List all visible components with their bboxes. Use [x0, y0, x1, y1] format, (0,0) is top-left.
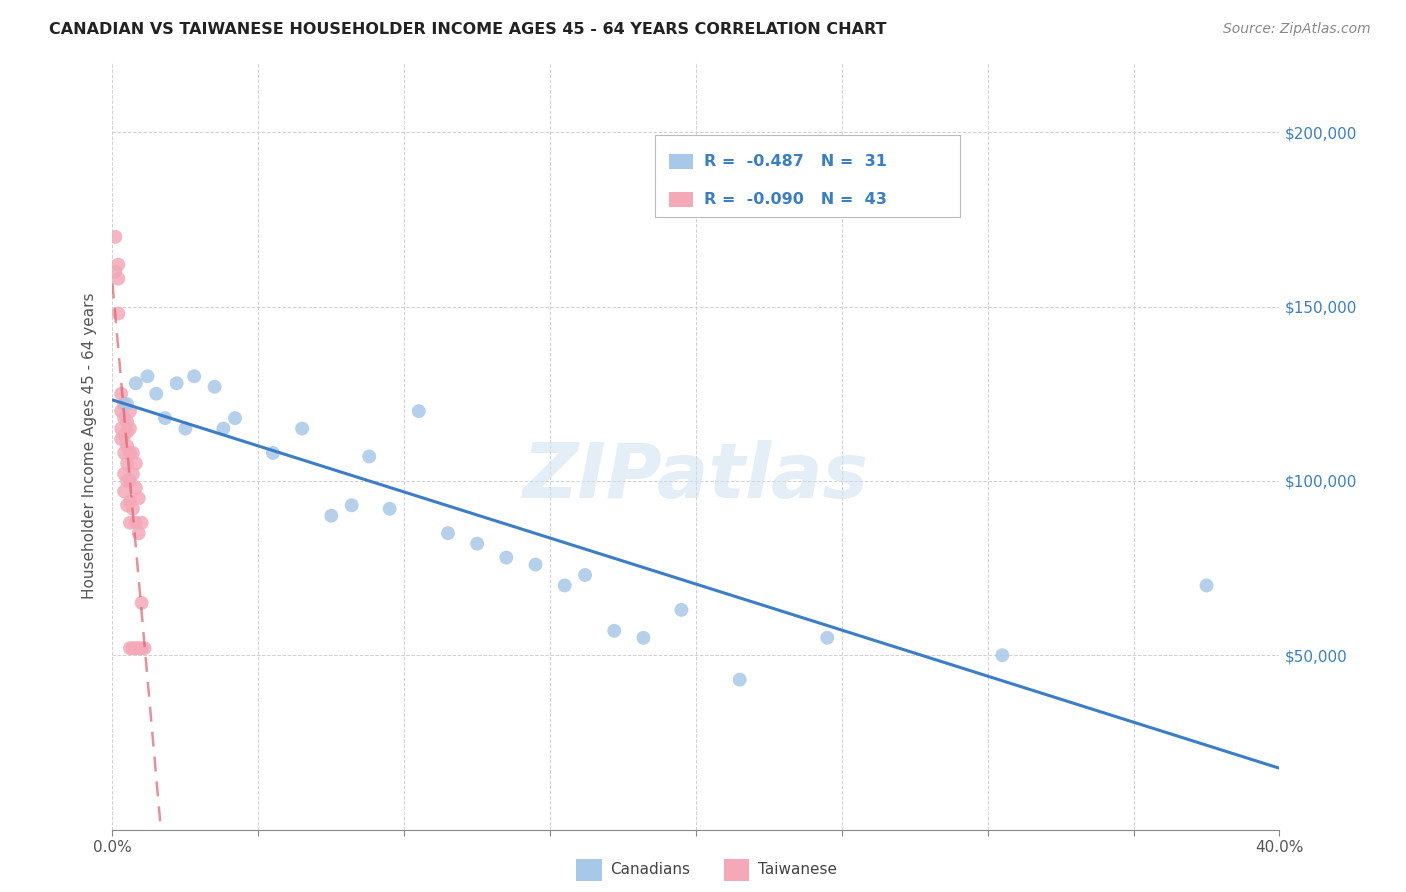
Point — [815, 631, 838, 645]
Point — [145, 386, 167, 401]
Point — [131, 641, 153, 656]
Point — [110, 386, 132, 401]
Point — [465, 536, 488, 550]
Point — [728, 673, 751, 687]
Text: ZIPatlas: ZIPatlas — [523, 440, 869, 514]
Point — [115, 425, 138, 439]
Point — [128, 526, 150, 541]
Text: R =  -0.090   N =  43: R = -0.090 N = 43 — [704, 192, 887, 207]
Point — [112, 411, 135, 425]
Point — [125, 516, 148, 530]
Point — [112, 428, 135, 442]
Point — [1195, 578, 1218, 592]
Point — [107, 258, 129, 272]
Point — [125, 481, 148, 495]
Point — [107, 271, 129, 285]
Point — [495, 550, 517, 565]
Text: CANADIAN VS TAIWANESE HOUSEHOLDER INCOME AGES 45 - 64 YEARS CORRELATION CHART: CANADIAN VS TAIWANESE HOUSEHOLDER INCOME… — [49, 22, 887, 37]
Point — [118, 495, 141, 509]
Point — [112, 397, 135, 411]
Point — [378, 501, 401, 516]
Point — [115, 397, 138, 411]
Point — [174, 421, 197, 435]
Point — [633, 631, 655, 645]
Point — [204, 380, 226, 394]
Point — [122, 446, 145, 460]
Point — [131, 596, 153, 610]
Point — [112, 484, 135, 499]
Point — [115, 498, 138, 512]
Point — [110, 432, 132, 446]
Point — [340, 498, 363, 512]
Point — [118, 421, 141, 435]
Point — [107, 306, 129, 320]
Text: Canadians: Canadians — [610, 863, 690, 877]
Text: Taiwanese: Taiwanese — [758, 863, 837, 877]
Point — [118, 446, 141, 460]
Point — [554, 578, 576, 592]
Point — [136, 369, 159, 384]
Point — [212, 421, 235, 435]
Point — [118, 516, 141, 530]
Point — [104, 265, 127, 279]
Point — [408, 404, 430, 418]
Point — [524, 558, 547, 572]
Point — [437, 526, 460, 541]
Point — [224, 411, 246, 425]
Point — [112, 446, 135, 460]
Point — [128, 491, 150, 506]
Point — [122, 501, 145, 516]
Point — [574, 568, 596, 582]
Point — [122, 467, 145, 481]
Point — [118, 404, 141, 418]
Point — [359, 450, 381, 464]
Point — [166, 376, 188, 391]
Point — [128, 641, 150, 656]
Point — [115, 439, 138, 453]
Point — [603, 624, 626, 638]
Point — [110, 421, 132, 435]
Point — [112, 467, 135, 481]
Point — [122, 641, 145, 656]
Point — [321, 508, 343, 523]
Text: R =  -0.487   N =  31: R = -0.487 N = 31 — [704, 154, 887, 169]
Point — [262, 446, 284, 460]
Point — [115, 415, 138, 429]
Point — [134, 641, 156, 656]
Point — [110, 404, 132, 418]
Point — [118, 474, 141, 488]
Y-axis label: Householder Income Ages 45 - 64 years: Householder Income Ages 45 - 64 years — [82, 293, 97, 599]
Point — [104, 229, 127, 244]
Text: Source: ZipAtlas.com: Source: ZipAtlas.com — [1223, 22, 1371, 37]
Point — [125, 376, 148, 391]
Point — [115, 474, 138, 488]
Point — [991, 648, 1014, 663]
Point — [183, 369, 205, 384]
Point — [115, 457, 138, 471]
Point — [153, 411, 176, 425]
Point — [131, 516, 153, 530]
Point — [291, 421, 314, 435]
Point — [118, 641, 141, 656]
Point — [125, 641, 148, 656]
Point — [671, 603, 693, 617]
Point — [125, 457, 148, 471]
